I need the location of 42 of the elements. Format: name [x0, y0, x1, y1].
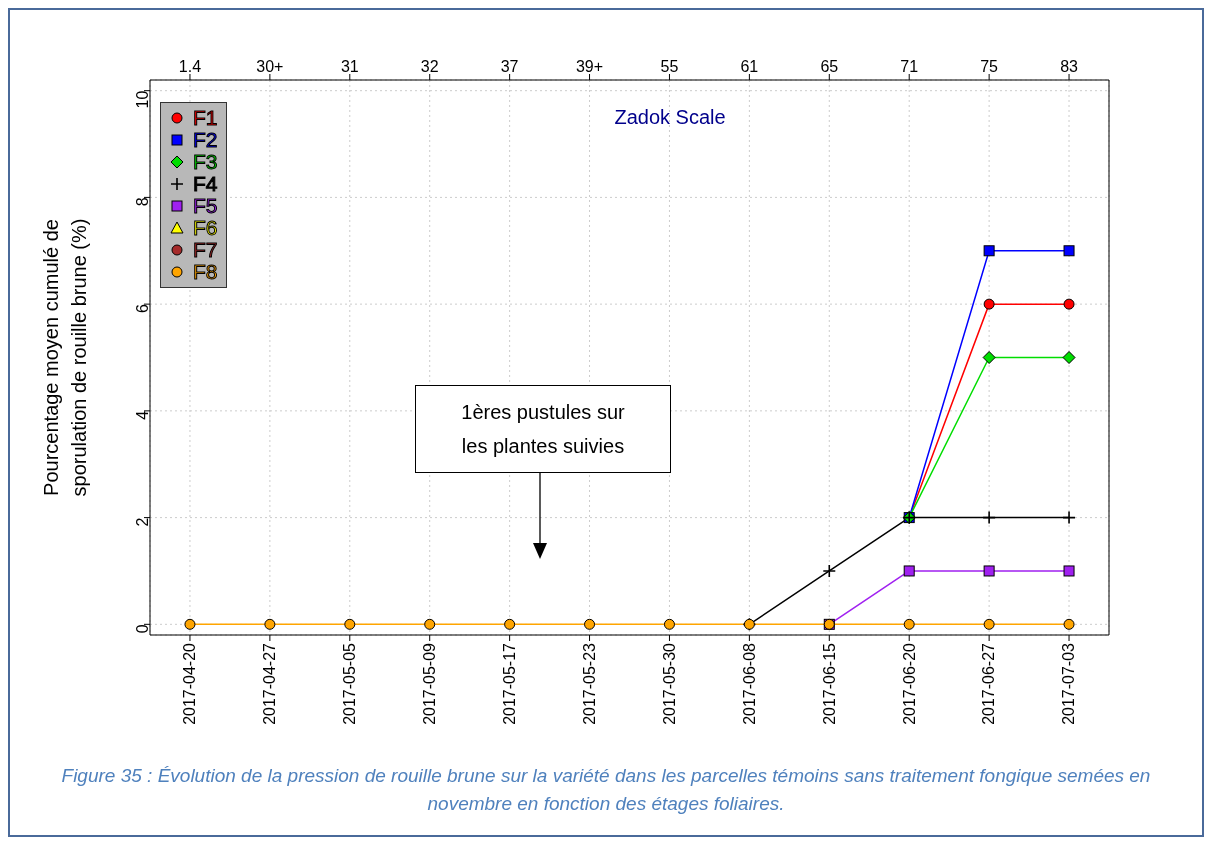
y-tick-label: 0: [133, 624, 151, 634]
y-tick-label: 6: [133, 304, 151, 314]
legend-label: F7: [193, 238, 218, 261]
legend-label: F1: [193, 106, 218, 129]
caption: Figure 35 : Évolution de la pression de rouille brune sur la variété dans les parcelles témoins sans traitement fongique semées en novembre en fonction des étages foliaires.: [60, 764, 1152, 816]
x-tick-label: 2017-06-15: [820, 642, 838, 725]
text: 75: [980, 58, 999, 75]
text: 71: [900, 58, 919, 75]
y-tick-label: 2: [133, 517, 151, 527]
x2-axis-title: Zadok Scale: [614, 106, 726, 129]
callout-box: 1ères pustules sur les plantes suivies: [415, 385, 671, 473]
x-tick-label: 2017-07-03: [1060, 642, 1078, 725]
x-tick-label: 2017-05-30: [660, 642, 678, 725]
legend-label: F5: [193, 194, 218, 217]
text: 30+: [256, 58, 284, 75]
text: 31: [340, 58, 359, 75]
y-tick-label: 8: [133, 197, 151, 207]
x-tick-label: 2017-06-27: [980, 642, 998, 725]
x-tick-label: 2017-06-20: [900, 642, 918, 725]
x-tick-label: 2017-05-05: [341, 642, 359, 725]
y-tick-label: 4: [133, 410, 151, 420]
text: 39+: [575, 58, 604, 75]
text: 32: [420, 58, 439, 75]
text: 37: [500, 58, 519, 75]
legend-label: F8: [193, 260, 218, 283]
x-tick-label: 2017-05-09: [421, 642, 439, 725]
text: 61: [740, 58, 759, 75]
text: 83: [1060, 58, 1079, 75]
legend-label: F4: [193, 172, 218, 195]
legend-label: F6: [193, 216, 218, 239]
y-tick-label: 10: [133, 90, 151, 109]
text: 65: [820, 58, 839, 75]
text: 1.4: [178, 58, 202, 75]
legend-label: F2: [193, 128, 218, 151]
x-tick-label: 2017-04-27: [261, 642, 279, 725]
text: 55: [660, 58, 679, 75]
x-tick-label: 2017-06-08: [740, 642, 758, 725]
y-axis-title: Pourcentage moyen cumulé de sporulation de rouille brune (%): [40, 218, 90, 497]
x-tick-label: 2017-05-23: [580, 642, 598, 725]
x-tick-label: 2017-04-20: [181, 642, 199, 725]
legend-label: F3: [193, 150, 218, 173]
x-tick-label: 2017-05-17: [500, 642, 518, 725]
